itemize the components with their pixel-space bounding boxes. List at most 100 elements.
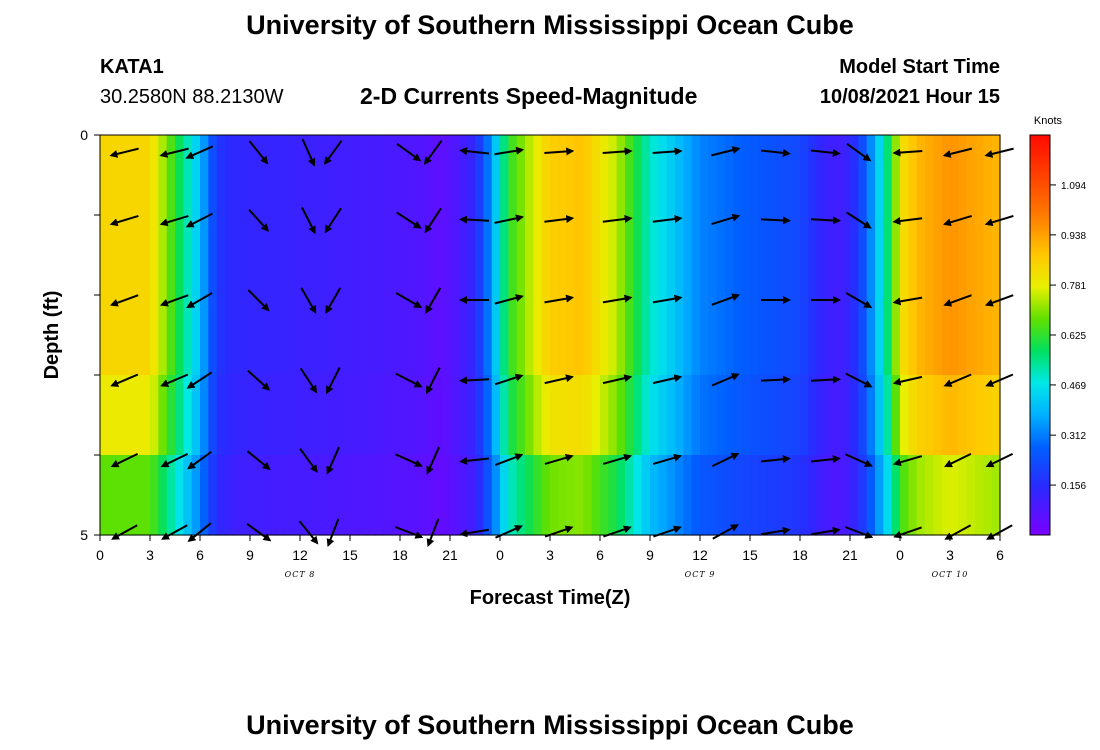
heat-cell bbox=[816, 375, 826, 456]
heat-cell bbox=[833, 455, 843, 536]
heat-cell bbox=[508, 455, 518, 536]
heat-cell bbox=[516, 375, 526, 456]
heat-cell bbox=[291, 295, 301, 376]
heat-cell bbox=[125, 455, 134, 536]
current-arrow bbox=[247, 289, 270, 312]
heat-cell bbox=[758, 295, 768, 376]
heat-cell bbox=[991, 135, 1001, 216]
heat-cell bbox=[625, 295, 634, 376]
current-arrow bbox=[298, 520, 319, 545]
heat-cell bbox=[625, 135, 634, 216]
heat-cell bbox=[233, 215, 243, 296]
heat-cell bbox=[691, 135, 701, 216]
heat-cell bbox=[708, 215, 718, 296]
heat-cell bbox=[225, 455, 234, 536]
heat-cell bbox=[133, 295, 143, 376]
heat-cell bbox=[825, 375, 834, 456]
heat-cell bbox=[958, 295, 968, 376]
heat-cell bbox=[133, 375, 143, 456]
heat-cell bbox=[375, 375, 384, 456]
heat-cell bbox=[708, 295, 718, 376]
current-arrow bbox=[109, 214, 139, 227]
heat-cell bbox=[225, 375, 234, 456]
heat-cell bbox=[841, 455, 851, 536]
heat-cell bbox=[141, 215, 151, 296]
current-arrow bbox=[299, 448, 318, 473]
heat-cell bbox=[633, 215, 643, 296]
heat-cell bbox=[416, 295, 426, 376]
current-arrow bbox=[111, 524, 138, 540]
heat-cell bbox=[491, 215, 501, 296]
heat-cell bbox=[983, 215, 993, 296]
heat-cell bbox=[408, 215, 418, 296]
heat-cell bbox=[825, 135, 834, 216]
heat-cell bbox=[425, 215, 434, 296]
heat-cell bbox=[400, 135, 409, 216]
heat-cell bbox=[791, 295, 801, 376]
heat-cell bbox=[666, 135, 676, 216]
heat-cell bbox=[200, 375, 209, 456]
heat-cell bbox=[400, 295, 409, 376]
current-arrow bbox=[494, 146, 525, 156]
heat-cell bbox=[558, 455, 568, 536]
current-arrow bbox=[423, 140, 443, 165]
current-arrow bbox=[324, 207, 342, 234]
heat-cell bbox=[408, 295, 418, 376]
heat-cell bbox=[650, 215, 659, 296]
heat-cell bbox=[500, 375, 509, 456]
heat-cell bbox=[433, 375, 443, 456]
heat-cell bbox=[508, 215, 518, 296]
heat-cell bbox=[341, 455, 351, 536]
heat-cell bbox=[666, 375, 676, 456]
heat-cell bbox=[641, 455, 651, 536]
heat-cell bbox=[733, 455, 743, 536]
heat-cell bbox=[216, 215, 226, 296]
heat-cell bbox=[825, 215, 834, 296]
heat-cell bbox=[250, 215, 259, 296]
heat-cell bbox=[550, 135, 559, 216]
heat-cell bbox=[400, 215, 409, 296]
heat-cell bbox=[675, 455, 684, 536]
x-tick-label: 3 bbox=[946, 547, 954, 563]
heat-cell bbox=[441, 135, 451, 216]
current-arrow bbox=[426, 518, 440, 547]
date-label: OCT 10 bbox=[932, 570, 969, 579]
current-arrow bbox=[602, 147, 633, 156]
current-arrow bbox=[602, 294, 633, 304]
heat-cell bbox=[541, 375, 551, 456]
heat-cell bbox=[508, 295, 518, 376]
heat-cell bbox=[466, 135, 476, 216]
heat-cell bbox=[808, 135, 818, 216]
heat-cell bbox=[558, 295, 568, 376]
heat-cell bbox=[100, 455, 109, 536]
heat-cell bbox=[358, 375, 368, 456]
current-arrow bbox=[395, 292, 423, 308]
heat-cell bbox=[458, 375, 468, 456]
heat-cell bbox=[825, 455, 834, 536]
heat-cell bbox=[541, 455, 551, 536]
current-arrow bbox=[300, 287, 317, 314]
heat-cell bbox=[116, 215, 126, 296]
current-arrow bbox=[459, 456, 490, 465]
heat-cell bbox=[591, 455, 601, 536]
heat-cell bbox=[808, 455, 818, 536]
date-label: OCT 9 bbox=[685, 570, 716, 579]
heat-cell bbox=[366, 135, 376, 216]
x-tick-label: 0 bbox=[496, 547, 504, 563]
heat-cell bbox=[908, 295, 918, 376]
heat-cell bbox=[358, 455, 368, 536]
heat-cell bbox=[800, 135, 809, 216]
heat-cell bbox=[250, 135, 259, 216]
heat-cell bbox=[200, 455, 209, 536]
heat-cell bbox=[708, 135, 718, 216]
heat-cell bbox=[175, 215, 184, 296]
colorbar-tick-label: 0.469 bbox=[1061, 381, 1086, 392]
heat-cell bbox=[483, 215, 493, 296]
heat-cell bbox=[175, 375, 184, 456]
x-axis-title: Forecast Time(Z) bbox=[470, 587, 631, 609]
heat-cell bbox=[875, 375, 884, 456]
heat-cell bbox=[116, 135, 126, 216]
heat-cell bbox=[733, 375, 743, 456]
heat-cell bbox=[525, 455, 534, 536]
heat-cell bbox=[775, 375, 784, 456]
